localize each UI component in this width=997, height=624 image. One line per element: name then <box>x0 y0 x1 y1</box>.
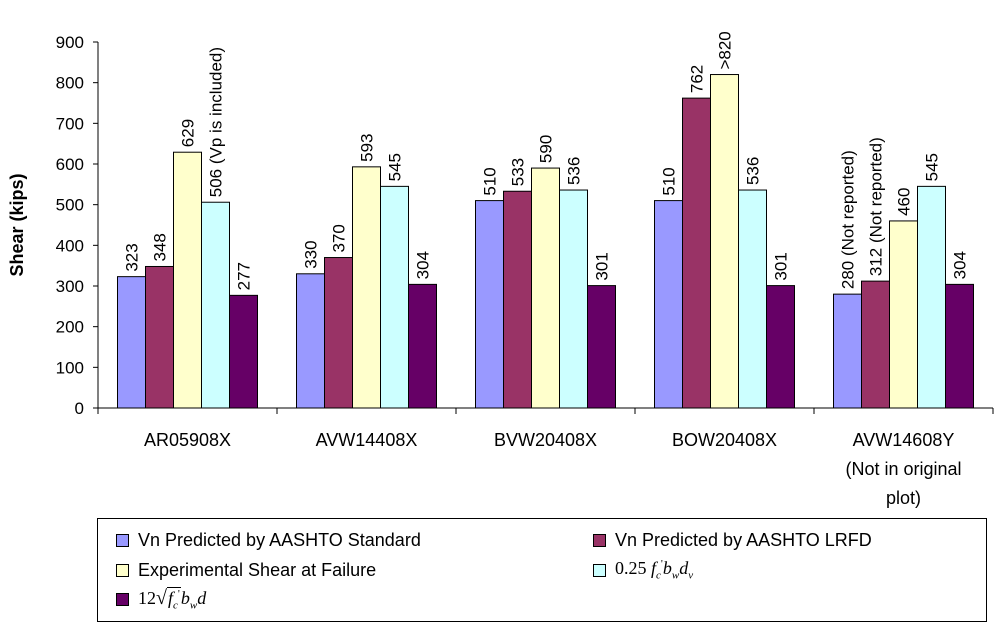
legend-formula: 12√fc'bwd <box>138 586 207 612</box>
legend-swatch <box>116 563 129 577</box>
y-tick-label: 200 <box>56 318 84 337</box>
legend-item-025-fc-bw-dv: 0.25 fc'bwdv <box>593 558 693 582</box>
bar <box>145 265 174 409</box>
bar <box>738 189 767 409</box>
category-label: BOW20408X <box>672 430 777 450</box>
data-label: 545 <box>386 153 405 181</box>
y-tick-label: 700 <box>56 114 84 133</box>
bar <box>408 283 437 409</box>
bar <box>945 283 974 409</box>
bar <box>229 294 258 409</box>
legend-label: Vn Predicted by AASHTO LRFD <box>615 529 872 550</box>
category-label: AR05908X <box>144 430 231 450</box>
data-label: 545 <box>923 153 942 181</box>
data-label: 370 <box>330 224 349 252</box>
data-label: 762 <box>688 65 707 93</box>
bar <box>296 273 325 409</box>
data-label: 510 <box>660 167 679 195</box>
data-label: 506 (Vp is included) <box>207 47 226 197</box>
bar <box>173 151 202 409</box>
bar <box>682 97 711 409</box>
legend-item-aashto-standard: Vn Predicted by AASHTO Standard <box>116 528 421 552</box>
legend-label: Vn Predicted by AASHTO Standard <box>138 529 421 550</box>
data-label: 348 <box>151 233 170 261</box>
data-label: 510 <box>481 167 500 195</box>
y-tick-label: 300 <box>56 277 84 296</box>
bars-group <box>117 74 974 409</box>
legend-swatch <box>116 592 129 606</box>
y-tick-label: 800 <box>56 74 84 93</box>
bar <box>503 190 532 409</box>
data-labels-group: 323 348 629 506 (Vp is included) 277 330 370 59… <box>123 31 970 290</box>
y-axis-label: Shear (kips) <box>7 173 27 276</box>
data-label: 590 <box>537 135 556 163</box>
category-label: plot) <box>886 488 921 508</box>
data-label: >820 <box>716 31 735 69</box>
category-label: AVW14608Y <box>853 430 955 450</box>
legend-label: Experimental Shear at Failure <box>138 559 377 580</box>
bar <box>917 185 946 409</box>
category-labels-group: AR05908X AVW14408X BVW20408X BOW20408X AVW14… <box>144 430 962 508</box>
category-label: AVW14408X <box>316 430 418 450</box>
data-label: 304 <box>951 251 970 279</box>
bar <box>475 200 504 409</box>
legend-item-aashto-lrfd: Vn Predicted by AASHTO LRFD <box>593 528 872 552</box>
bar <box>201 201 230 409</box>
legend-swatch <box>593 563 606 577</box>
y-tick-label: 900 <box>56 33 84 52</box>
data-label: 593 <box>358 133 377 161</box>
legend: Vn Predicted by AASHTO Standard Vn Predi… <box>97 518 987 622</box>
data-label: 536 <box>565 157 584 185</box>
y-tick-label: 0 <box>75 399 84 418</box>
data-label: 330 <box>302 240 321 268</box>
bar <box>889 220 918 409</box>
legend-formula: 0.25 fc'bwdv <box>615 558 694 582</box>
bar <box>559 189 588 409</box>
axes: 0 100 200 300 400 500 600 700 800 900 <box>56 33 994 418</box>
category-label: (Not in original <box>845 459 961 479</box>
data-label: 536 <box>744 157 763 185</box>
bar <box>833 293 862 409</box>
data-label: 460 <box>895 188 914 216</box>
legend-swatch <box>593 533 606 547</box>
y-tick-label: 100 <box>56 358 84 377</box>
y-tick-label: 500 <box>56 196 84 215</box>
bar <box>654 200 683 409</box>
y-tick-label: 600 <box>56 155 84 174</box>
y-tick-label: 400 <box>56 236 84 255</box>
bar <box>766 285 795 409</box>
legend-item-experimental: Experimental Shear at Failure <box>116 558 376 582</box>
data-label: 312 (Not reported) <box>867 137 886 276</box>
bar <box>531 167 560 409</box>
category-label: BVW20408X <box>494 430 597 450</box>
bar <box>861 280 890 409</box>
bar <box>324 257 353 409</box>
data-label: 629 <box>179 119 198 147</box>
bar <box>117 276 146 409</box>
bar <box>710 74 739 409</box>
legend-item-12-sqrt-fc-bw-d: 12√fc'bwd <box>116 586 207 612</box>
shear-bar-chart: Shear (kips) 0 100 200 300 400 500 600 700 800 90… <box>7 31 994 508</box>
data-label: 301 <box>593 252 612 280</box>
legend-swatch <box>116 533 129 547</box>
data-label: 304 <box>414 251 433 279</box>
data-label: 323 <box>123 243 142 271</box>
data-label: 533 <box>509 158 528 186</box>
data-label: 301 <box>772 252 791 280</box>
bar <box>380 185 409 409</box>
bar <box>352 166 381 409</box>
bar <box>587 285 616 409</box>
data-label: 277 <box>235 262 254 290</box>
data-label: 280 (Not reported) <box>839 150 858 289</box>
